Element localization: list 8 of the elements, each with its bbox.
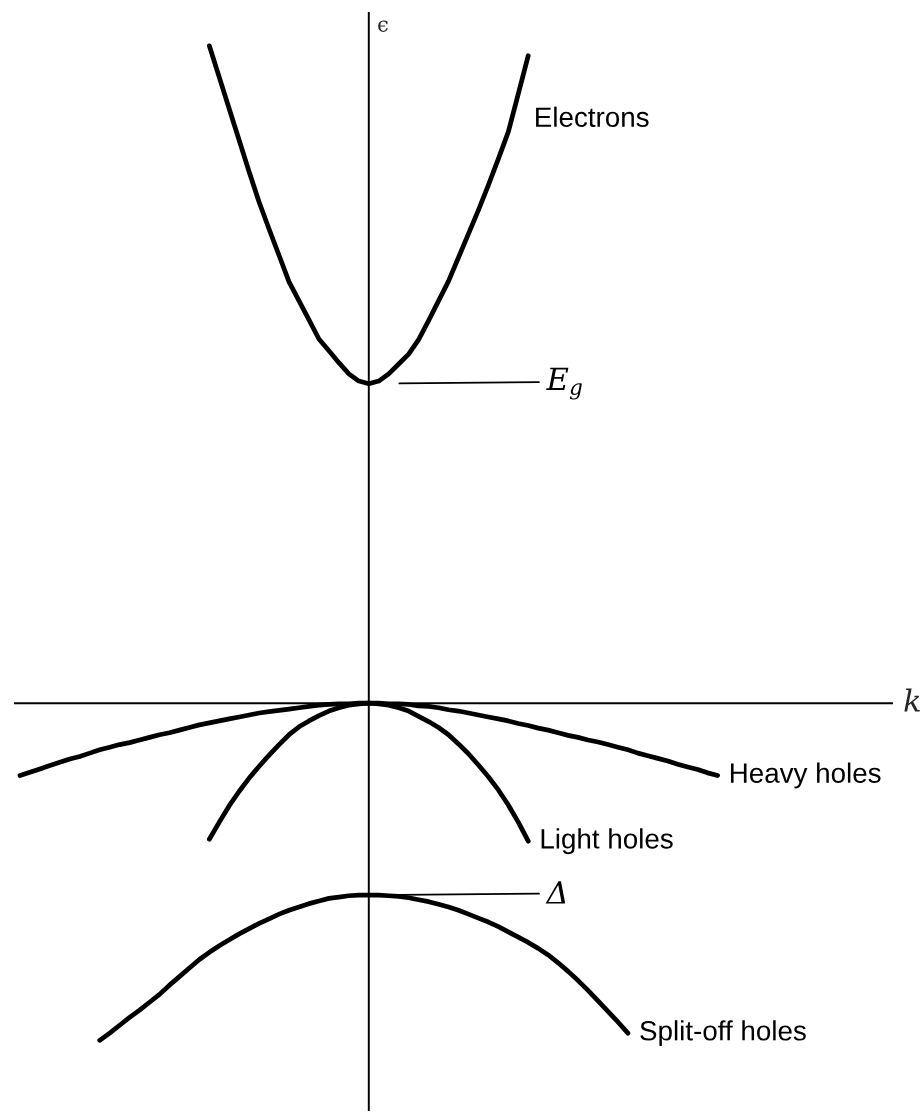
- series-label: Split-off holes: [640, 1020, 806, 1047]
- annotation: E$_{g}$: [546, 367, 582, 400]
- annotation: Δ: [545, 881, 566, 904]
- series-label: Electrons: [536, 106, 649, 128]
- x-axis-title: k: [904, 688, 920, 712]
- series-label: Heavy holes: [730, 762, 881, 789]
- y-axis-title: ϵ: [378, 20, 388, 32]
- series-label: Light holes: [541, 828, 673, 855]
